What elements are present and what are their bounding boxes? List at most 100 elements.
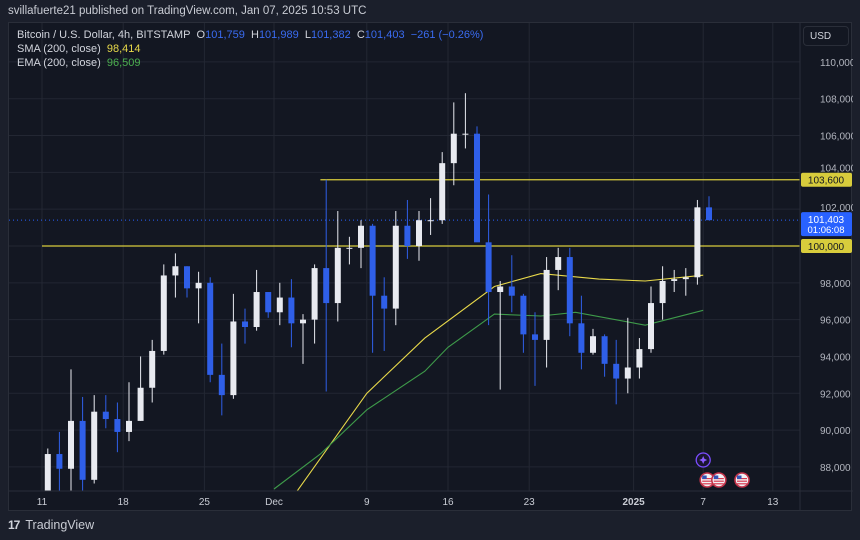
candle-body xyxy=(184,266,190,289)
x-tick-label: 16 xyxy=(442,497,454,508)
low-value: 101,382 xyxy=(310,29,351,41)
sma-value: 98,414 xyxy=(106,43,141,55)
chart-legend: Bitcoin / U.S. Dollar, 4h, BITSTAMP O101… xyxy=(17,28,483,70)
brand-name[interactable]: TradingView xyxy=(25,518,95,532)
candle-body xyxy=(346,247,353,249)
candle-body xyxy=(369,225,376,296)
candle-body xyxy=(323,268,330,304)
candle-body xyxy=(195,282,202,289)
last-price-label: 101,403 xyxy=(808,215,845,226)
high-label: H xyxy=(250,29,259,41)
candle-body xyxy=(706,207,712,221)
symbol-row: Bitcoin / U.S. Dollar, 4h, BITSTAMP O101… xyxy=(17,28,483,42)
candle-body xyxy=(288,297,295,324)
level-price-label: 103,600 xyxy=(808,176,845,187)
spark-event-icon[interactable] xyxy=(695,452,711,468)
candle-body xyxy=(648,303,654,350)
y-tick-label: 104,000 xyxy=(820,164,853,175)
event-circle xyxy=(734,472,750,488)
low-label: L xyxy=(304,29,311,41)
publisher-caption: svillafuerte21 published on TradingView.… xyxy=(8,5,367,17)
candle xyxy=(79,396,86,491)
ema-label: EMA (200, close) xyxy=(17,57,101,69)
candle-body xyxy=(68,420,74,469)
candle-body xyxy=(601,336,608,364)
x-tick-label: 7 xyxy=(700,497,706,508)
candle xyxy=(218,343,225,416)
bar-countdown-label: 01:06:08 xyxy=(808,225,845,236)
symbol-name[interactable]: Bitcoin / U.S. Dollar, 4h, BITSTAMP xyxy=(17,29,191,41)
candle xyxy=(369,223,376,353)
change-value: −261 (−0.26%) xyxy=(410,29,484,41)
candle xyxy=(68,369,74,491)
candle xyxy=(102,395,109,429)
candle-body xyxy=(659,280,666,304)
candle-body xyxy=(358,225,364,248)
y-tick-label: 88,000 xyxy=(820,463,851,474)
sma-label: SMA (200, close) xyxy=(17,43,101,55)
spark-glyph xyxy=(699,456,708,464)
candle xyxy=(601,334,608,377)
candle xyxy=(265,292,272,318)
candle xyxy=(195,271,202,324)
sma-legend-row[interactable]: SMA (200, close) 98,414 xyxy=(17,42,483,56)
candle xyxy=(474,126,480,243)
candle-body xyxy=(508,286,515,296)
ema-legend-row[interactable]: EMA (200, close) 96,509 xyxy=(17,56,483,70)
candle xyxy=(543,257,550,368)
us-flag-event-icon[interactable] xyxy=(734,472,750,488)
candle xyxy=(334,211,341,322)
candle xyxy=(230,293,237,399)
candle-body xyxy=(126,420,132,432)
candle-body xyxy=(485,242,492,293)
candle xyxy=(636,338,643,379)
us-flag-event-icon[interactable] xyxy=(710,472,727,488)
candle-body xyxy=(160,275,167,351)
candle xyxy=(160,264,167,355)
candle-body xyxy=(450,133,457,164)
flag-stripe xyxy=(713,480,724,482)
candle-body xyxy=(381,295,388,309)
level-price-tag xyxy=(801,172,852,187)
candle xyxy=(485,194,492,326)
candle-body xyxy=(218,374,225,396)
candle-body xyxy=(79,420,86,480)
currency-button[interactable]: USD xyxy=(803,26,849,46)
flag-stripe xyxy=(713,478,724,480)
candle xyxy=(416,211,422,261)
candle-body xyxy=(555,257,562,270)
x-tick-label: 18 xyxy=(118,497,130,508)
candle-body xyxy=(265,292,272,313)
candle xyxy=(149,339,156,403)
x-tick-label: 11 xyxy=(37,497,48,508)
candle-body xyxy=(671,279,678,281)
candle-body xyxy=(694,207,701,278)
candle-body xyxy=(137,387,144,421)
candle-body xyxy=(497,286,504,293)
candle-body xyxy=(404,225,411,246)
x-tick-label: 9 xyxy=(364,497,370,508)
y-tick-label: 106,000 xyxy=(820,132,853,143)
candle-body xyxy=(613,363,620,379)
candlestick-chart[interactable]: 88,000 90,000 92,000 94,000 96,000 98,000 102,… xyxy=(9,23,853,510)
y-tick-label: 98,000 xyxy=(820,279,851,290)
candle-body xyxy=(230,321,237,396)
candle xyxy=(450,102,457,186)
candle-body xyxy=(253,292,260,328)
candle-body xyxy=(624,367,631,379)
candle-body xyxy=(392,225,399,309)
candle xyxy=(184,266,190,298)
candle xyxy=(114,402,121,453)
close-value: 101,403 xyxy=(364,29,405,41)
candle-body xyxy=(334,247,341,304)
flag-stripe xyxy=(737,483,747,485)
flag-stripe xyxy=(713,483,724,485)
candle xyxy=(578,295,585,370)
candle-body xyxy=(520,295,527,335)
sma-line xyxy=(296,273,704,492)
candle xyxy=(462,93,469,149)
candle xyxy=(532,312,538,386)
y-tick-label: 92,000 xyxy=(820,389,851,400)
chart-panel[interactable]: 88,000 90,000 92,000 94,000 96,000 98,000 102,… xyxy=(8,22,853,511)
candle xyxy=(439,152,446,224)
